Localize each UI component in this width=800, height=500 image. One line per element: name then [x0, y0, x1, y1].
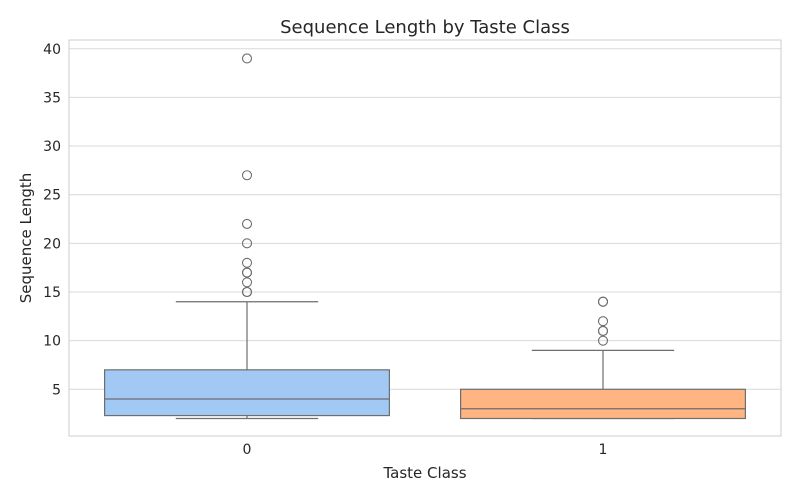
outlier-point — [241, 286, 253, 298]
plot-frame — [68, 39, 782, 437]
box-group-1 — [460, 296, 746, 420]
outlier-point — [241, 277, 253, 288]
y-tick-label: 5 — [52, 382, 61, 398]
y-tick-label: 40 — [43, 42, 61, 58]
y-tick-label: 25 — [43, 188, 61, 204]
outlier-point — [241, 53, 253, 64]
x-axis-label: Taste Class — [382, 464, 466, 482]
box-iqr — [103, 369, 390, 417]
outlier-point — [597, 316, 609, 327]
tick-labels: 5 10 15 20 25 30 35 40 0 1 — [43, 42, 607, 458]
outlier-point — [241, 238, 253, 249]
x-tick-label: 1 — [599, 442, 608, 458]
x-tick-label: 0 — [243, 442, 252, 458]
chart-title: Sequence Length by Taste Class — [280, 17, 570, 38]
outlier-point — [597, 296, 609, 307]
outlier-point — [241, 218, 253, 229]
outlier-point — [597, 335, 609, 346]
box-group-0 — [103, 53, 390, 420]
outlier-point — [241, 257, 253, 268]
y-tick-label: 35 — [43, 90, 61, 106]
outlier-point — [241, 170, 253, 181]
y-axis-label: Sequence Length — [17, 173, 35, 304]
boxes-layer — [103, 53, 746, 420]
y-tick-label: 15 — [43, 285, 61, 301]
y-tick-label: 10 — [43, 334, 61, 350]
box-iqr — [460, 388, 746, 420]
grid-lines — [69, 48, 781, 390]
y-tick-label: 30 — [43, 139, 61, 155]
outlier-point — [597, 325, 609, 336]
y-tick-label: 20 — [43, 236, 61, 252]
outlier-point — [241, 267, 253, 278]
